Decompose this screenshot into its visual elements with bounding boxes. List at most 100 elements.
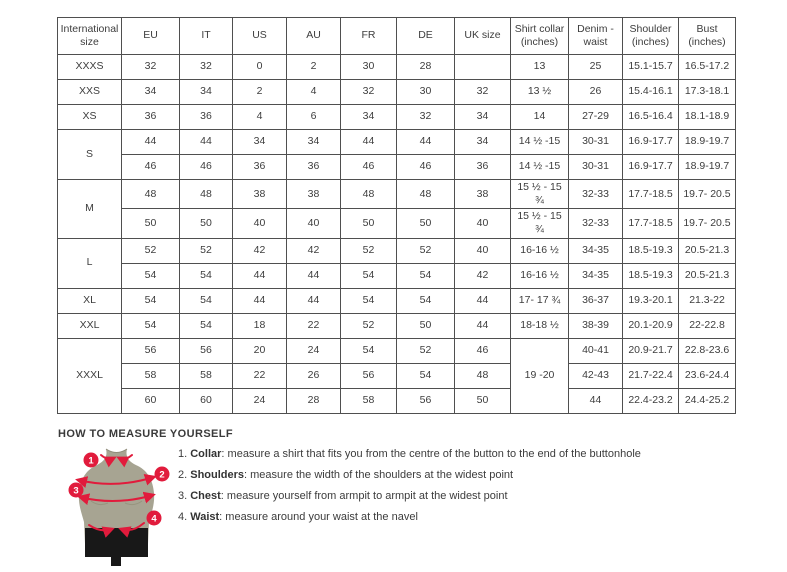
table-cell: 20	[232, 337, 287, 364]
table-cell: 18.9-19.7	[678, 154, 736, 180]
table-cell: 19 -20	[510, 337, 569, 414]
table-cell: 18.1-18.9	[678, 104, 736, 130]
table-cell: 24.4-25.2	[678, 387, 736, 414]
table-cell: 32	[396, 104, 455, 130]
table-cell: 34	[121, 79, 180, 105]
column-header: US	[232, 17, 287, 55]
column-header: FR	[340, 17, 397, 55]
table-cell: 38	[232, 178, 287, 210]
table-row: 54 54 44 44 54 54 42 16-16 ½ 34-35 18.5-19.3 20.5-…	[58, 262, 736, 289]
table-cell: 19.7- 20.5	[678, 208, 736, 239]
table-cell: 56	[179, 337, 233, 364]
table-cell: 38	[454, 178, 511, 210]
step-label: Chest	[190, 490, 221, 502]
table-row: S 44 44 34 34 44 44 34 14 ½ -15 30-31 16.9-17.7 18.…	[57, 129, 736, 180]
table-cell: 50	[179, 208, 233, 239]
international-size-cell: XXXL	[57, 337, 122, 414]
table-cell: 42	[232, 237, 287, 264]
international-size-cell: XXS	[57, 79, 122, 105]
table-cell: 20.5-21.3	[678, 262, 736, 289]
table-cell: 54	[121, 287, 180, 314]
table-cell: 30	[340, 54, 397, 80]
table-cell: 44	[286, 287, 341, 314]
international-size-cell: XL	[57, 287, 122, 314]
table-row: XL 54 54 44 44 54 54 44 17- 17 ¾ 36-37 19.3-20.1 21…	[57, 287, 736, 314]
table-cell: 46	[396, 154, 455, 180]
table-cell: 17.7-18.5	[622, 178, 679, 210]
international-size-cell: M	[57, 179, 122, 239]
mannequin-illustration: 1 2 3 4	[68, 448, 170, 566]
column-header: UK size	[454, 17, 511, 55]
measure-step: 2. Shoulders: measure the width of the s…	[178, 469, 641, 482]
table-cell: 17- 17 ¾	[510, 287, 569, 314]
table-cell: 48	[340, 178, 397, 210]
table-cell: 40	[454, 208, 511, 239]
chest-arrow-icon	[77, 491, 156, 506]
table-cell: 18	[232, 312, 287, 339]
table-cell: 17.7-18.5	[622, 208, 679, 239]
table-cell: 32	[340, 79, 397, 105]
table-cell: 15.4-16.1	[622, 79, 679, 105]
step-number: 4.	[178, 511, 191, 523]
table-cell: 15 ½ - 15 ¾	[510, 178, 569, 210]
step-number: 1.	[178, 448, 191, 460]
table-cell: 20.1-20.9	[622, 312, 679, 339]
table-row: XXS 34 34 2 4 32 30 32 13 ½ 26 15.4-16.1 17.3-18.1	[57, 79, 736, 105]
table-cell: 44	[121, 129, 180, 155]
table-cell: 56	[121, 337, 180, 364]
marker-2-badge: 2	[154, 466, 170, 482]
table-cell: 20.5-21.3	[678, 237, 736, 264]
table-cell: 46	[179, 154, 233, 180]
size-table-body: XXXS 32 32 0 2 30 28 13 25 15.1-15.7 16.5-17.2 XXS 3…	[57, 54, 736, 414]
collar-arrow-left-icon	[100, 454, 117, 468]
table-cell: 21.7-22.4	[622, 362, 679, 389]
international-size-cell: L	[57, 237, 122, 289]
table-cell: 16.9-17.7	[622, 129, 679, 155]
table-cell: 36	[179, 104, 233, 130]
table-cell: 54	[179, 312, 233, 339]
table-cell: 19.7- 20.5	[678, 178, 736, 210]
table-cell: 40-41	[568, 337, 623, 364]
table-cell: 32	[121, 54, 180, 80]
table-cell: 32-33	[568, 208, 623, 239]
table-cell: 52	[396, 337, 455, 364]
table-cell: 48	[454, 362, 511, 389]
table-cell: 28	[396, 54, 455, 80]
column-header: AU	[286, 17, 341, 55]
table-cell: 15 ½ - 15 ¾	[510, 208, 569, 239]
svg-text:2: 2	[159, 470, 164, 481]
table-cell: 0	[232, 54, 287, 80]
table-cell: 24	[286, 337, 341, 364]
table-cell: 14 ½ -15	[510, 129, 569, 155]
table-cell: 46	[454, 337, 511, 364]
step-text: : measure yourself from armpit to armpit…	[220, 490, 508, 502]
header-row: International size EU IT US AU FR DE UK size Shi…	[57, 17, 736, 55]
table-cell: 13 ½	[510, 79, 569, 105]
table-cell: 22	[232, 362, 287, 389]
international-size-cell: S	[57, 129, 122, 180]
table-cell: 44	[454, 312, 511, 339]
column-header: Denim - waist	[568, 17, 623, 55]
step-number: 2.	[178, 469, 191, 481]
table-cell: 36-37	[568, 287, 623, 314]
column-header: EU	[121, 17, 180, 55]
table-cell: 16-16 ½	[510, 237, 569, 264]
table-cell: 54	[340, 337, 397, 364]
table-cell: 60	[179, 387, 233, 414]
table-cell: 14	[510, 104, 569, 130]
table-cell: 40	[286, 208, 341, 239]
table-cell: 16.5-17.2	[678, 54, 736, 80]
table-cell: 54	[121, 312, 180, 339]
column-header: Shoulder (inches)	[622, 17, 679, 55]
waist-arrow-right-icon	[118, 522, 145, 538]
table-cell: 20.9-21.7	[622, 337, 679, 364]
table-cell: 54	[121, 262, 180, 289]
table-cell: 18.9-19.7	[678, 129, 736, 155]
table-cell: 54	[340, 262, 397, 289]
table-cell: 34-35	[568, 262, 623, 289]
table-cell: 54	[396, 287, 455, 314]
column-header: DE	[396, 17, 455, 55]
table-cell: 38	[286, 178, 341, 210]
table-cell: 52	[340, 237, 397, 264]
